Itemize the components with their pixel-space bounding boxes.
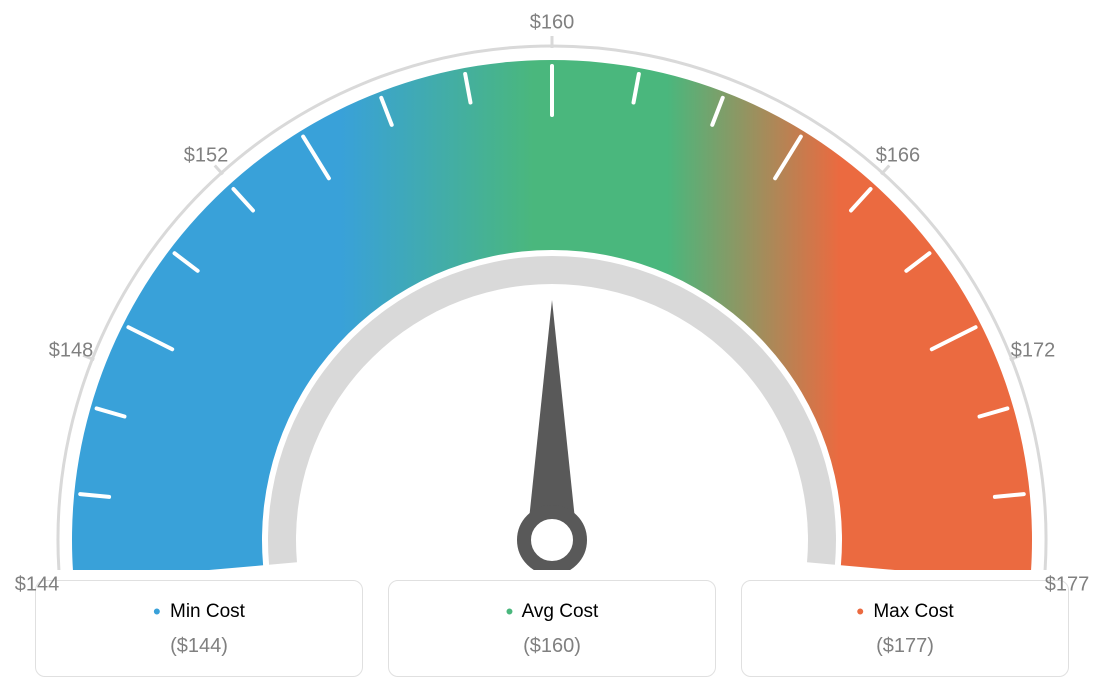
gauge-tick-label: $144 (15, 574, 60, 597)
gauge-tick-label: $177 (1045, 574, 1090, 597)
legend-avg-box: • Avg Cost ($160) (388, 580, 716, 677)
legend-min-label: Min Cost (170, 601, 245, 622)
gauge-tick-label: $160 (530, 12, 575, 35)
gauge-tick-label: $166 (876, 144, 921, 167)
dot-icon: • (506, 599, 514, 624)
legend-min-box: • Min Cost ($144) (35, 580, 363, 677)
gauge-chart-container: $144 $148 $152 $160 $166 $172 $177 • Min Cost … (0, 0, 1104, 690)
legend-max-title: • Max Cost (752, 599, 1058, 625)
legend-row: • Min Cost ($144) • Avg Cost ($160) • Ma… (0, 580, 1104, 677)
legend-min-value: ($144) (46, 635, 352, 658)
legend-max-value: ($177) (752, 635, 1058, 658)
legend-min-title: • Min Cost (46, 599, 352, 625)
dot-icon: • (153, 599, 161, 624)
dot-icon: • (856, 599, 864, 624)
legend-max-box: • Max Cost ($177) (741, 580, 1069, 677)
gauge-area: $144$148$152$160$166$172$177 (0, 0, 1104, 570)
gauge-svg (0, 0, 1104, 570)
gauge-tick-label: $148 (49, 339, 94, 362)
legend-avg-label: Avg Cost (522, 601, 599, 622)
gauge-tick-label: $172 (1011, 339, 1056, 362)
legend-avg-value: ($160) (399, 635, 705, 658)
legend-max-label: Max Cost (873, 601, 953, 622)
legend-avg-title: • Avg Cost (399, 599, 705, 625)
gauge-tick-label: $152 (184, 144, 229, 167)
